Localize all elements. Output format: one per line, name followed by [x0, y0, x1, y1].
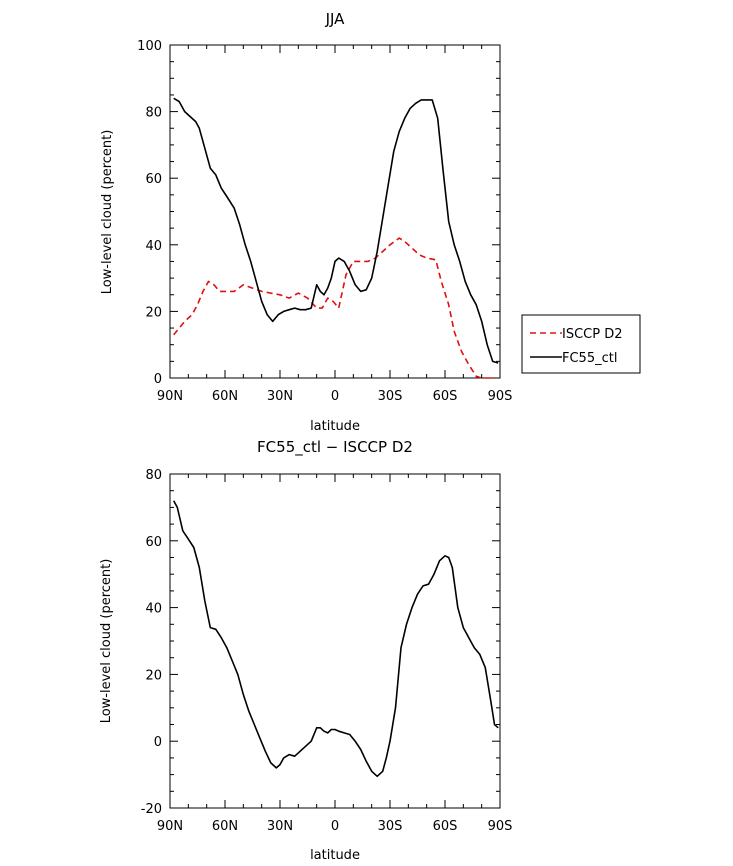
- top-ytick-label: 0: [154, 372, 162, 387]
- bottom-chart: FC55_ctl − ISCCP D2 latitude Low-level c…: [99, 438, 512, 863]
- bottom-plot-frame: [169, 473, 501, 809]
- bottom-series-line-0: [172, 500, 499, 778]
- top-series-isccp-d2: [173, 237, 497, 379]
- top-xtick-label: 0: [331, 389, 339, 404]
- top-xtick-label: 60S: [433, 389, 458, 404]
- bottom-xtick-label: 60N: [212, 819, 238, 834]
- bottom-ytick-label: 60: [145, 535, 162, 550]
- top-series-fc55-ctl: [173, 97, 499, 364]
- top-ytick-label: 80: [145, 106, 162, 121]
- bottom-ytick-label: -20: [141, 802, 162, 817]
- top-chart: JJA latitude Low-level cloud (percent) 9…: [100, 10, 512, 434]
- bottom-xtick-label: 30S: [378, 819, 403, 834]
- bottom-xtick-label: 90N: [157, 819, 183, 834]
- top-ytick-label: 100: [137, 39, 162, 54]
- bottom-ytick-label: 80: [145, 468, 162, 483]
- top-chart-xlabel: latitude: [310, 419, 360, 434]
- legend-label-isccp: ISCCP D2: [562, 327, 623, 342]
- top-chart-title: JJA: [325, 10, 346, 28]
- top-xtick-label: 60N: [212, 389, 238, 404]
- bottom-ytick-label: 40: [145, 602, 162, 617]
- bottom-chart-title: FC55_ctl − ISCCP D2: [257, 438, 413, 457]
- bottom-ytick-label: 20: [145, 668, 162, 683]
- bottom-chart-xlabel: latitude: [310, 848, 360, 863]
- top-ytick-label: 40: [145, 239, 162, 254]
- bottom-ytick-label: 0: [154, 735, 162, 750]
- top-chart-ylabel: Low-level cloud (percent): [100, 130, 115, 295]
- top-ytick-label: 20: [145, 305, 162, 320]
- legend-box: [521, 314, 641, 374]
- top-xtick-label: 30N: [267, 389, 293, 404]
- bottom-chart-ylabel: Low-level cloud (percent): [99, 559, 114, 724]
- legend: ISCCP D2 FC55_ctl: [521, 314, 641, 374]
- bottom-xtick-label: 90S: [488, 819, 513, 834]
- bottom-xtick-label: 0: [331, 819, 339, 834]
- bottom-xtick-label: 60S: [433, 819, 458, 834]
- top-xtick-label: 90N: [157, 389, 183, 404]
- top-xtick-label: 90S: [488, 389, 513, 404]
- bottom-xtick-label: 30N: [267, 819, 293, 834]
- legend-label-fc55: FC55_ctl: [562, 351, 617, 366]
- top-ytick-label: 60: [145, 172, 162, 187]
- top-plot-frame: [169, 44, 501, 379]
- top-xtick-label: 30S: [378, 389, 403, 404]
